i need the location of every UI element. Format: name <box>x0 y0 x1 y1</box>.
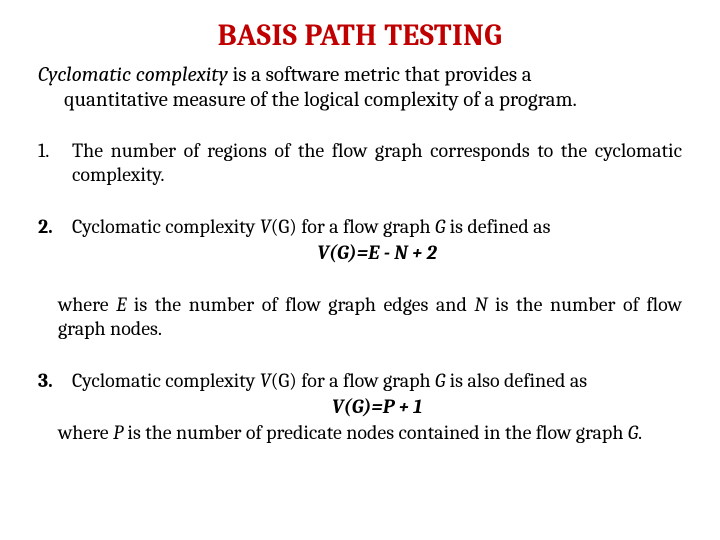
where-clause-2: where P is the number of predicate nodes… <box>58 421 682 445</box>
w1-n: N <box>474 293 487 316</box>
item3-lead: Cyclomatic complexity <box>72 369 260 392</box>
item2-mid: for a flow graph <box>297 215 435 238</box>
list-item-2: Cyclomatic complexity V(G) for a flow gr… <box>38 215 682 265</box>
item2-trail: is defined as <box>445 215 550 238</box>
item3-pg: (G) <box>271 369 297 392</box>
where-clause-1: where E is the number of flow graph edge… <box>38 293 682 341</box>
w1-mid1: is the number of flow graph edges and <box>126 293 474 316</box>
item2-v: V <box>260 215 271 238</box>
w2-g: G <box>628 421 638 444</box>
w2-rest: is the number of predicate nodes contain… <box>123 421 628 444</box>
item1-text: The number of regions of the flow graph … <box>72 139 682 186</box>
item3-mid: for a flow graph <box>297 369 435 392</box>
w1-pre: where <box>58 293 116 316</box>
w2-end: . <box>638 421 642 444</box>
item2-g: G <box>435 215 445 238</box>
intro-term: Cyclomatic complexity <box>38 63 228 87</box>
definition-list: The number of regions of the flow graph … <box>38 139 682 265</box>
item2-pg: (G) <box>271 215 297 238</box>
w2-p: P <box>113 421 123 444</box>
list-item-1: The number of regions of the flow graph … <box>38 139 682 187</box>
page-title: BASIS PATH TESTING <box>38 18 682 53</box>
intro-rest2: quantitative measure of the logical comp… <box>38 88 682 113</box>
w1-e: E <box>116 293 126 316</box>
intro-paragraph: Cyclomatic complexity is a software metr… <box>38 63 682 113</box>
item3-trail: is also defined as <box>445 369 587 392</box>
intro-rest1: is a software metric that provides a <box>228 63 532 87</box>
formula-1: V(G)=E - N + 2 <box>72 241 682 265</box>
item3-v: V <box>260 369 271 392</box>
item3-g: G <box>435 369 445 392</box>
definition-list-cont: Cyclomatic complexity V(G) for a flow gr… <box>38 369 682 445</box>
list-item-3: Cyclomatic complexity V(G) for a flow gr… <box>38 369 682 445</box>
item2-lead: Cyclomatic complexity <box>72 215 260 238</box>
w2-pre: where <box>58 421 113 444</box>
formula-2: V(G)=P + 1 <box>72 395 682 419</box>
